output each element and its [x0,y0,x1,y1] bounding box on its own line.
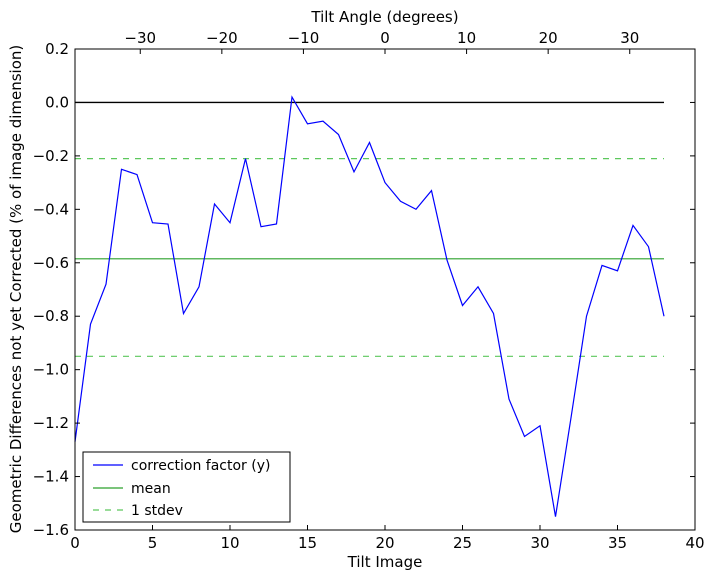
top-x-tick-label: 0 [380,29,390,47]
y-axis-label: Geometric Differences not yet Corrected … [7,45,25,534]
x-axis-label: Tilt Image [347,553,423,571]
top-x-tick-label: 30 [620,29,639,47]
x-tick-label: 10 [220,534,239,552]
y-tick-label: −0.6 [33,254,69,272]
x-tick-label: 40 [685,534,704,552]
x-tick-label: 5 [148,534,158,552]
legend-label-stdev: 1 stdev [131,503,183,519]
series-line-0 [74,95,665,517]
legend: correction factor (y) mean 1 stdev [82,451,291,523]
top-x-tick-label: −20 [206,29,238,47]
legend-label-correction: correction factor (y) [131,458,270,474]
y-tick-label: 0.2 [45,40,69,58]
y-tick-label: −0.2 [33,147,69,165]
x-tick-label: 25 [453,534,472,552]
x-tick-label: 0 [70,534,80,552]
x-tick-label: 30 [530,534,549,552]
y-tick-label: 0.0 [45,93,69,111]
y-tick-label: −0.4 [33,200,69,218]
top-x-tick-label: −30 [124,29,156,47]
top-x-axis-label: Tilt Angle (degrees) [310,8,458,26]
top-x-tick-label: 10 [457,29,476,47]
x-tick-label: 15 [298,534,317,552]
x-tick-label: 20 [375,534,394,552]
top-x-tick-label: 20 [539,29,558,47]
x-tick-label: 35 [608,534,627,552]
y-tick-label: −0.8 [33,307,69,325]
y-tick-label: −1.2 [33,414,69,432]
y-tick-label: −1.0 [33,361,69,379]
legend-label-mean: mean [131,481,171,497]
y-tick-label: −1.4 [33,468,69,486]
top-x-tick-label: −10 [288,29,320,47]
y-tick-label: −1.6 [33,521,69,539]
